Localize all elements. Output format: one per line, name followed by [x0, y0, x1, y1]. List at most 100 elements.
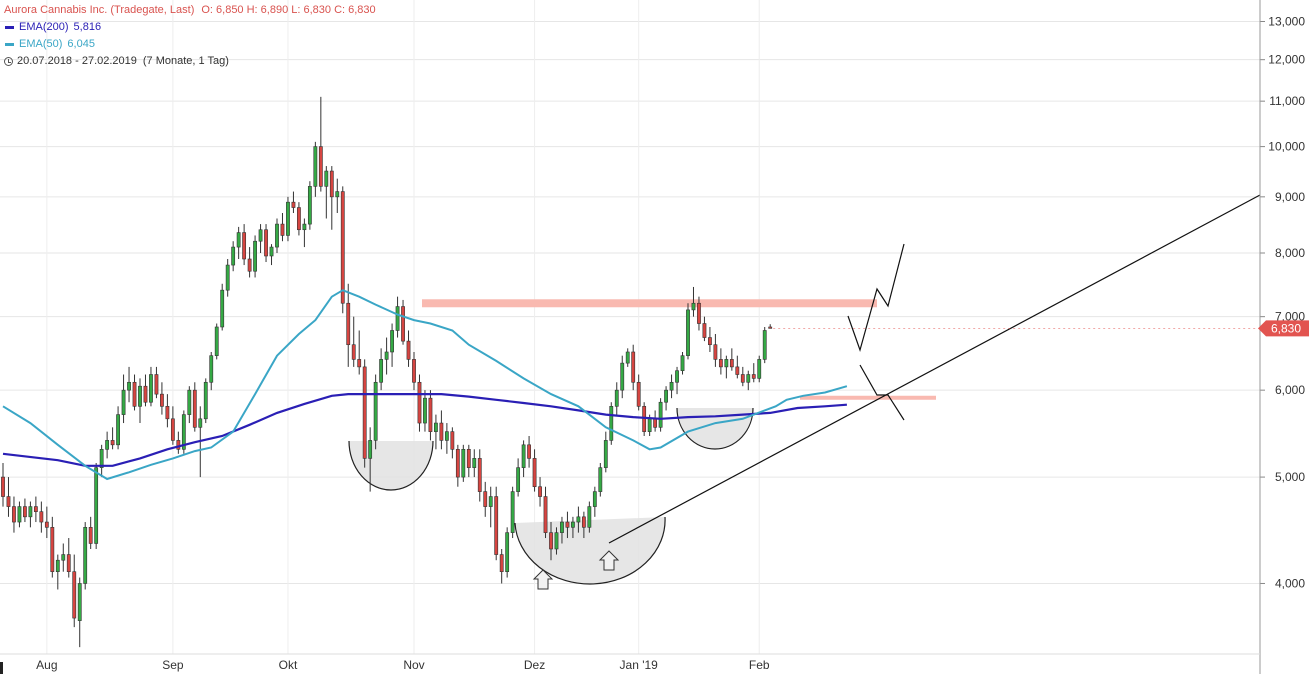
candle-up: [116, 414, 120, 446]
candle-down: [12, 506, 16, 523]
candle-up: [762, 330, 767, 360]
x-tick-label: Okt: [279, 658, 298, 672]
candle-up: [461, 449, 466, 478]
resistance-band: [422, 299, 877, 308]
candle-up: [181, 414, 186, 450]
candle-down: [340, 191, 345, 304]
candle-down: [362, 366, 367, 459]
candle-down: [735, 366, 740, 375]
trend-annotations: [608, 194, 1261, 544]
x-tick-label: Feb: [749, 658, 770, 672]
current-price-tag: [1258, 320, 1309, 337]
candle-up: [686, 309, 690, 356]
grid-lines: [0, 0, 1260, 654]
candle-down: [44, 521, 49, 528]
candle-down: [247, 258, 252, 272]
candle-down: [581, 516, 586, 528]
candle-up: [614, 389, 619, 407]
legend-ema50[interactable]: EMA(50) 6,045: [4, 36, 376, 53]
candle-down: [439, 422, 444, 441]
ema50-swatch: [5, 43, 14, 46]
candle-down: [729, 359, 734, 368]
candle-down: [72, 571, 77, 619]
candle-up: [121, 389, 126, 415]
candle-down: [160, 393, 164, 407]
right-shoulder-bowl-outline: [676, 407, 754, 450]
candle-up: [510, 491, 515, 533]
candle-down: [450, 431, 455, 450]
time-axis: Aug Sep Okt Nov Dez Jan '19 Feb: [0, 653, 1260, 674]
candle-up: [576, 516, 581, 523]
candle-up: [368, 440, 373, 459]
candle-up: [253, 240, 257, 272]
candle-up: [647, 418, 652, 432]
candle-up: [214, 326, 219, 356]
candle-down: [532, 458, 537, 488]
candles: [1, 96, 773, 648]
candle-up: [105, 440, 110, 450]
candle-up: [198, 418, 203, 428]
candle-down: [642, 406, 647, 432]
candle-down: [50, 527, 55, 573]
candle-down: [242, 232, 247, 260]
chart-title: Aurora Cannabis Inc. (Tradegate, Last): [4, 4, 195, 16]
candle-down: [499, 554, 504, 573]
candle-down: [494, 496, 499, 555]
candle-down: [466, 449, 471, 468]
y-tick-label: 12,000: [1268, 53, 1305, 67]
candle-down: [132, 381, 137, 407]
candle-up: [554, 532, 559, 550]
x-tick-label: Sep: [162, 658, 184, 672]
legend-ema200[interactable]: EMA(200) 5,816: [4, 19, 376, 36]
bullish-projection: [847, 243, 905, 352]
axis-marker: [0, 662, 3, 674]
x-tick-label: Aug: [36, 658, 57, 672]
y-tick-label: 8,000: [1275, 246, 1305, 260]
ema-lines: [2, 289, 848, 481]
candle-up: [680, 355, 685, 371]
candle-up: [313, 146, 318, 187]
candle-up: [225, 264, 230, 291]
candle-up: [571, 521, 575, 528]
y-tick-label: 7,000: [1275, 310, 1305, 324]
candle-down: [543, 496, 548, 533]
candle-up: [269, 246, 274, 257]
y-tick-label: 13,000: [1268, 15, 1305, 29]
candle-down: [176, 440, 181, 450]
support-band: [800, 395, 936, 400]
candle-down: [636, 381, 641, 407]
candle-down: [417, 381, 422, 424]
candle-down: [23, 506, 27, 518]
candle-up: [598, 467, 603, 492]
candle-up: [384, 351, 389, 360]
candle-up: [664, 389, 668, 403]
candle-down: [192, 389, 197, 428]
candle-down: [428, 397, 433, 432]
chart-legend: Aurora Cannabis Inc. (Tradegate, Last) O…: [4, 2, 376, 70]
candle-down: [483, 491, 488, 507]
candle-down: [346, 302, 351, 346]
candle-down: [751, 374, 756, 379]
date-range-row[interactable]: 20.07.2018 - 27.02.2019 (7 Monate, 1 Tag…: [4, 53, 376, 70]
x-tick-label: Nov: [403, 658, 424, 672]
candle-up: [472, 458, 477, 468]
candle-up: [587, 506, 592, 528]
candle-down: [154, 374, 159, 395]
current-price-label: 6,830: [1271, 321, 1301, 335]
candle-down: [708, 337, 712, 346]
candle-down: [329, 170, 334, 198]
candle-up: [390, 330, 394, 353]
candle-up: [335, 191, 340, 198]
candle-up: [83, 527, 88, 584]
candle-down: [110, 440, 115, 446]
price-axis: 13,00012,00011,00010,0009,0008,0007,0006…: [773, 0, 1309, 674]
candle-up: [61, 554, 66, 561]
candle-down: [713, 344, 718, 360]
candle-down: [1, 476, 5, 497]
candle-up: [395, 306, 400, 331]
y-tick-label: 6,000: [1275, 383, 1305, 397]
candle-down: [297, 207, 301, 231]
candle-up: [138, 385, 142, 407]
y-tick-label: 11,000: [1269, 94, 1305, 108]
ema200-line: [2, 393, 847, 467]
